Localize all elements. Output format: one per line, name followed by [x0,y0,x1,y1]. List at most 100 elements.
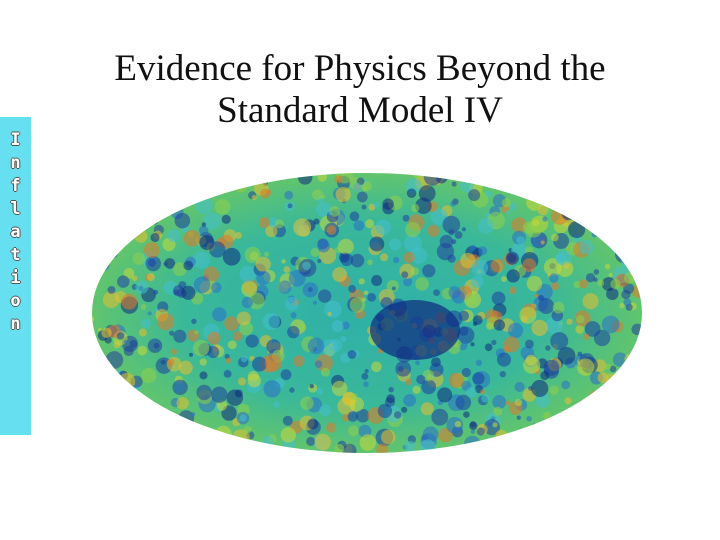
texture-spot [416,374,426,385]
texture-spot [605,363,612,370]
texture-spot [543,359,560,376]
texture-spot [262,435,274,447]
texture-spot [183,260,194,271]
texture-spot [349,211,360,222]
texture-spot [173,329,187,343]
texture-spot [350,253,365,268]
texture-spot [302,282,318,298]
texture-spot [221,214,231,224]
texture-spot [241,296,253,309]
texture-spot [578,279,589,289]
texture-spot [116,332,125,340]
texture-spot [589,390,603,404]
texture-spot [265,224,278,238]
texture-spot [468,189,481,202]
texture-spot [316,387,324,395]
texture-spot [516,236,525,245]
texture-spot [178,360,193,375]
texture-spot [282,415,293,426]
texture-spot [133,200,139,206]
texture-spot [594,198,600,204]
texture-spot [624,216,634,227]
texture-spot [146,272,155,282]
texture-spot [332,267,348,282]
texture-spot [610,279,621,290]
texture-spot [568,220,586,239]
texture-spot [289,387,295,393]
texture-spot [123,222,136,236]
texture-spot [386,280,399,293]
texture-spot [397,365,404,373]
texture-spot [188,352,194,357]
texture-spot [392,256,400,264]
texture-spot [596,178,611,194]
texture-spot [594,211,610,227]
texture-spot [98,231,109,242]
texture-spot [199,358,207,366]
texture-spot [112,234,119,242]
texture-spot [510,173,529,183]
texture-spot [317,239,331,253]
texture-spot [403,277,413,287]
texture-spot [587,183,597,193]
texture-spot [633,408,638,413]
texture-spot [531,379,549,398]
texture-spot [158,185,163,190]
texture-spot [497,435,516,453]
texture-spot [533,442,540,449]
texture-spot [427,224,440,237]
texture-spot [405,378,412,386]
texture-spot [549,385,559,395]
texture-spot [403,251,415,264]
texture-spot [203,212,221,230]
texture-spot [94,231,100,236]
texture-spot [465,293,478,306]
texture-spot [113,380,122,389]
texture-spot [531,319,548,337]
texture-spot [116,389,124,396]
texture-spot [97,258,110,272]
texture-spot [448,286,461,299]
texture-spot [334,443,345,453]
texture-spot [543,411,552,420]
texture-spot [163,261,168,266]
texture-spot [509,202,517,211]
texture-spot [543,258,562,277]
texture-spot [172,379,188,395]
texture-spot [622,232,634,244]
texture-spot [312,300,318,305]
texture-spot [347,411,359,422]
texture-spot [234,231,242,239]
texture-spot [433,289,440,297]
texture-spot [617,434,627,444]
texture-spot [591,231,598,238]
texture-spot [559,422,572,435]
texture-spot [613,190,620,197]
texture-spot [139,199,150,211]
texture-spot [319,404,332,417]
texture-spot [631,323,642,336]
texture-spot [594,227,603,236]
texture-spot [167,358,175,366]
texture-spot [278,280,292,294]
texture-spot [190,411,196,417]
texture-spot [243,425,252,434]
texture-spot [358,278,365,285]
texture-spot [232,176,249,193]
texture-spot [597,372,609,384]
texture-spot [153,185,171,204]
texture-spot [341,321,350,330]
texture-spot [454,420,462,428]
texture-spot [609,365,617,373]
texture-spot [151,201,160,210]
texture-spot [211,174,217,180]
slide-title: Evidence for Physics Beyond the Standard… [60,48,660,132]
texture-spot [551,282,560,291]
texture-spot [95,368,114,386]
texture-spot [464,435,481,453]
texture-spot [131,275,138,282]
texture-spot [171,182,183,194]
texture-spot [331,320,344,333]
